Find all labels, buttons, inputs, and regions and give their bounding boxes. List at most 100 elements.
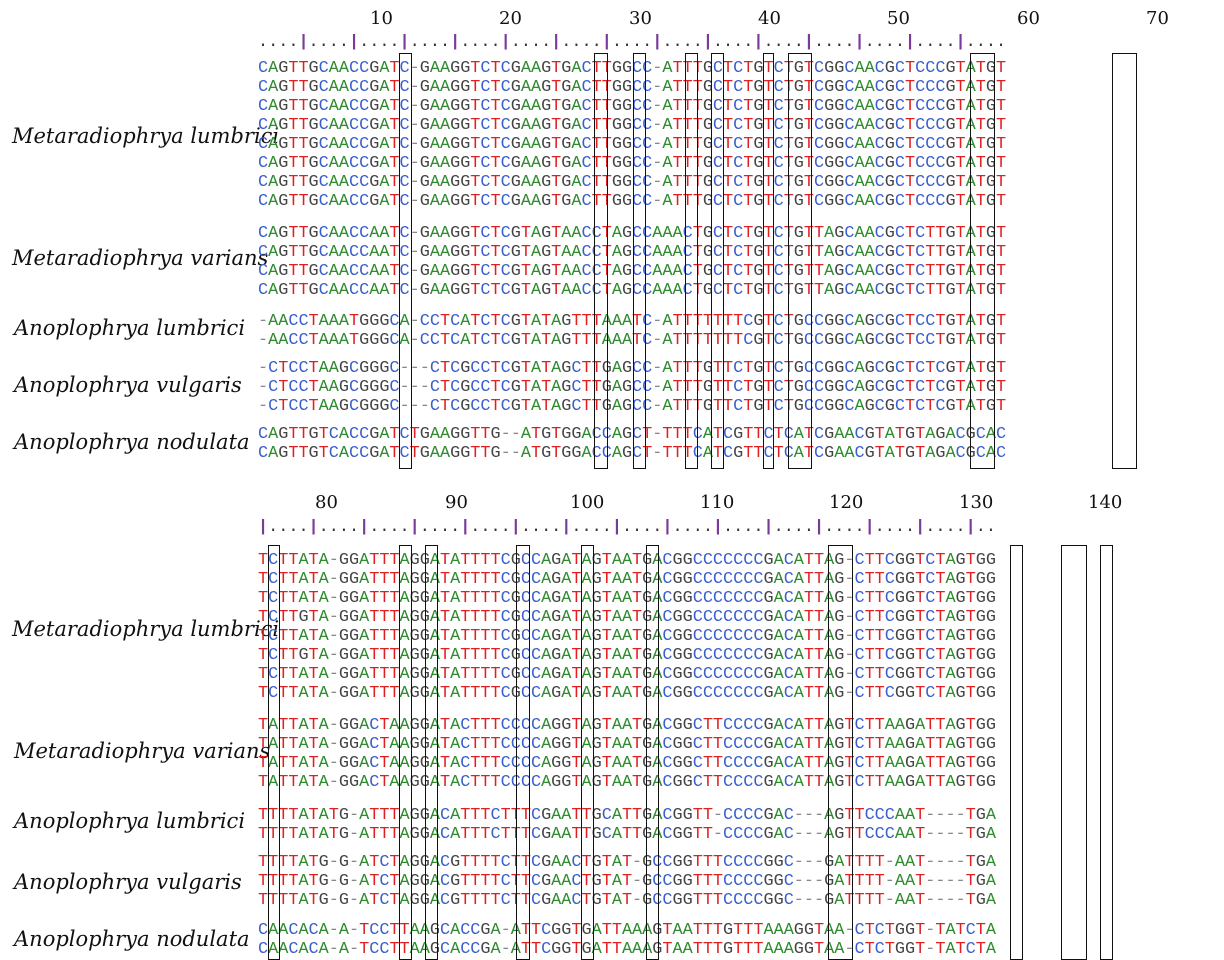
nucleotide-a: A: [864, 243, 875, 262]
nucleotide-t: T: [581, 331, 592, 350]
nucleotide-g: G: [642, 754, 653, 773]
nucleotide-t: T: [975, 940, 986, 959]
nucleotide-c: C: [844, 135, 855, 154]
nucleotide-a: A: [581, 589, 592, 608]
nucleotide-g: G: [682, 806, 693, 825]
nucleotide-g: G: [864, 359, 875, 378]
nucleotide-t: T: [551, 425, 562, 444]
nucleotide-a: A: [702, 444, 713, 463]
nucleotide-c: C: [328, 425, 339, 444]
nucleotide-t: T: [278, 397, 289, 416]
nucleotide-t: T: [591, 154, 602, 173]
nucleotide-c: C: [601, 425, 612, 444]
nucleotide-t: T: [439, 773, 451, 792]
nucleotide-a: A: [541, 570, 552, 589]
nucleotide-t: T: [601, 684, 612, 703]
nucleotide-c: C: [399, 192, 410, 211]
nucleotide-t: T: [571, 312, 582, 331]
nucleotide-c: C: [520, 665, 531, 684]
nucleotide-a: A: [328, 154, 339, 173]
nucleotide-a: A: [945, 627, 956, 646]
nucleotide-c: C: [753, 853, 764, 872]
nucleotide-a: A: [409, 940, 420, 959]
nucleotide-g: G: [278, 116, 289, 135]
nucleotide-t: T: [379, 589, 390, 608]
nucleotide-t: T: [571, 627, 582, 646]
ruler-dot: .: [490, 518, 501, 537]
nucleotide-g: G: [581, 940, 592, 959]
ruler-dot: .: [874, 518, 885, 537]
nucleotide-c: C: [298, 359, 309, 378]
nucleotide-c: C: [723, 551, 734, 570]
nucleotide-t: T: [803, 646, 815, 665]
nucleotide-g: G: [551, 589, 562, 608]
nucleotide-t: T: [308, 646, 319, 665]
nucleotide-a: A: [965, 192, 976, 211]
nucleotide-g: G: [308, 97, 319, 116]
nucleotide-a: A: [379, 135, 390, 154]
nucleotide-t: T: [308, 853, 319, 872]
nucleotide-t: T: [965, 872, 976, 891]
nucleotide-t: T: [753, 444, 764, 463]
nucleotide-g: G: [278, 154, 289, 173]
nucleotide-a: A: [298, 872, 309, 891]
ruler-dot: .: [844, 518, 855, 537]
nucleotide-a: A: [611, 754, 622, 773]
nucleotide-a: A: [318, 735, 329, 754]
nucleotide-c: C: [399, 154, 410, 173]
nucleotide-a: A: [399, 716, 410, 735]
nucleotide-g: G: [763, 773, 774, 792]
nucleotide-g: G: [945, 397, 956, 416]
nucleotide-g: G: [834, 773, 845, 792]
nucleotide-a: A: [965, 243, 976, 262]
nucleotide-a: A: [369, 262, 380, 281]
nucleotide-g: G: [318, 891, 329, 910]
nucleotide-a: A: [652, 825, 663, 844]
nucleotide-t: T: [672, 116, 683, 135]
nucleotide-t: T: [571, 806, 582, 825]
nucleotide-a: A: [551, 312, 562, 331]
nucleotide-a: A: [450, 735, 461, 754]
nucleotide-g: G: [419, 154, 430, 173]
nucleotide-a: A: [379, 243, 390, 262]
sequence-row: CAGTTGTCACCGATCTGAAGGTTG--ATGTGGACCAGCT-…: [258, 425, 1006, 444]
nucleotide-g: G: [551, 684, 562, 703]
nucleotide-c: C: [743, 312, 754, 331]
nucleotide-c: C: [348, 378, 360, 397]
nucleotide-g: G: [955, 773, 966, 792]
ruler-dot: .: [733, 33, 744, 52]
nucleotide-t: T: [470, 773, 481, 792]
nucleotide-c: C: [925, 154, 936, 173]
ruler-dot: .: [369, 518, 380, 537]
gap-base: -: [844, 684, 855, 703]
nucleotide-c: C: [662, 627, 673, 646]
nucleotide-g: G: [985, 735, 996, 754]
nucleotide-c: C: [642, 154, 653, 173]
nucleotide-a: A: [884, 444, 895, 463]
nucleotide-t: T: [460, 825, 471, 844]
nucleotide-c: C: [773, 135, 784, 154]
nucleotide-a: A: [965, 331, 976, 350]
nucleotide-a: A: [520, 444, 531, 463]
ruler-dot: .: [278, 33, 289, 52]
nucleotide-c: C: [480, 97, 491, 116]
nucleotide-c: C: [925, 97, 936, 116]
nucleotide-a: A: [773, 665, 784, 684]
nucleotide-t: T: [288, 684, 299, 703]
nucleotide-a: A: [581, 716, 592, 735]
nucleotide-a: A: [773, 627, 784, 646]
nucleotide-t: T: [389, 59, 400, 78]
nucleotide-a: A: [429, 192, 440, 211]
nucleotide-c: C: [783, 853, 794, 872]
nucleotide-g: G: [763, 570, 774, 589]
nucleotide-t: T: [864, 665, 875, 684]
nucleotide-c: C: [925, 116, 936, 135]
nucleotide-a: A: [399, 773, 410, 792]
nucleotide-c: C: [359, 173, 370, 192]
nucleotide-c: C: [733, 825, 744, 844]
nucleotide-g: G: [510, 684, 521, 703]
nucleotide-a: A: [328, 397, 339, 416]
nucleotide-c: C: [894, 331, 905, 350]
nucleotide-c: C: [733, 853, 744, 872]
nucleotide-a: A: [268, 444, 279, 463]
